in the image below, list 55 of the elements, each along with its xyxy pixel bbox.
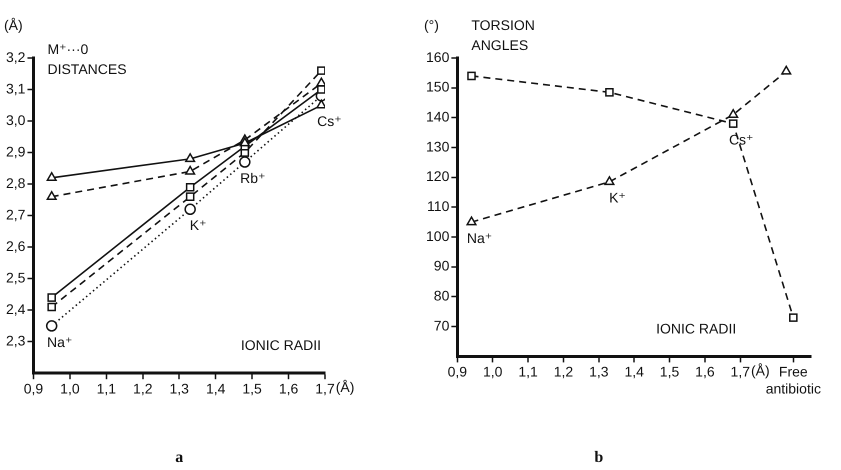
x-tick-label: 1,7	[730, 364, 750, 380]
x-tick-label: 1,6	[278, 380, 298, 396]
x-tick-label: 1,1	[518, 364, 538, 380]
annotation: Na⁺	[466, 230, 492, 246]
text: a	[175, 449, 184, 466]
chart-title: M⁺···0 DISTANCES	[47, 41, 127, 77]
x-tick-label: 1,6	[695, 364, 715, 380]
x-tick-label: 1,0	[482, 364, 503, 380]
y-tick-label: 2,4	[6, 301, 26, 318]
y-tick-label: 2,9	[6, 143, 26, 160]
y-axis-title: (Å)	[4, 17, 23, 33]
annotation: Rb⁺	[240, 170, 266, 186]
y-axis-title: (°)	[424, 17, 439, 33]
y-tick-label: 3,1	[6, 80, 26, 96]
annotation: Cs⁺	[317, 113, 342, 130]
x-tick-label: 1,4	[624, 364, 644, 380]
y-tick-label: 2,6	[6, 238, 26, 254]
x-tick-label: 1,2	[133, 380, 153, 396]
y-tick-label: 130	[426, 138, 450, 154]
x-tick-label: 1,3	[169, 380, 190, 396]
y-tick-label: 3,2	[6, 48, 26, 65]
y-tick-label: 2,7	[6, 206, 26, 222]
annotation: K⁺	[609, 190, 626, 206]
x-tick-label: 1,5	[660, 364, 680, 380]
chart-title: TORSION ANGLES	[471, 17, 535, 53]
y-tick-label: 120	[426, 168, 450, 184]
x-tick-label: 0,9	[448, 364, 468, 380]
x-tick-label: 1,0	[60, 380, 80, 396]
annotation: IONIC RADII	[240, 337, 321, 354]
annotation: Cs⁺	[728, 132, 754, 148]
y-tick-label: 3,0	[6, 112, 26, 128]
y-tick-label: 110	[427, 198, 450, 214]
x-tick-label: 1,5	[242, 380, 262, 396]
x-tick-label: 1,7	[315, 380, 335, 396]
annotation: K⁺	[190, 217, 207, 234]
y-tick-label: 70	[434, 317, 450, 334]
y-tick-label: 80	[434, 288, 450, 304]
y-tick-label: 100	[426, 228, 450, 244]
x-tick-label: 1,3	[589, 364, 609, 380]
annotation: IONIC RADII	[656, 320, 736, 336]
x-tick-label: 0,9	[24, 380, 44, 396]
x-tick-label: 1,4	[206, 380, 226, 396]
text: b	[594, 449, 604, 466]
y-tick-label: 2,5	[6, 270, 26, 286]
y-tick-label: 2,8	[6, 174, 26, 191]
y-tick-label: 140	[426, 108, 450, 125]
y-tick-label: 160	[426, 48, 450, 65]
y-tick-label: 2,3	[6, 332, 26, 349]
x-tick-label: 1,2	[554, 364, 574, 380]
x-axis-title: (Å)	[336, 379, 354, 396]
x-tick-label: 1,1	[96, 380, 116, 396]
annotation: Na⁺	[47, 334, 72, 350]
x-axis-title: (Å)	[751, 362, 770, 378]
y-tick-label: 90	[434, 258, 450, 274]
y-tick-label: 150	[426, 78, 450, 95]
